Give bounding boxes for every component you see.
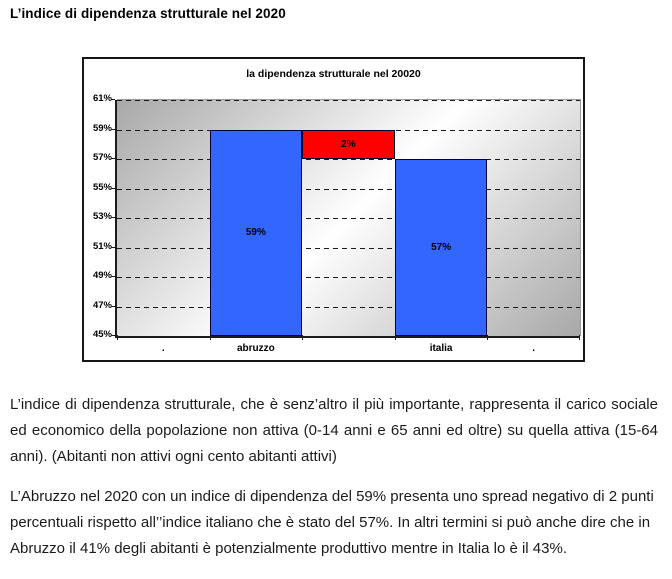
paragraph-analysis: L’Abruzzo nel 2020 con un indice di dipe… (10, 488, 654, 557)
x-axis-tick (302, 335, 304, 340)
bar-italia: 57% (394, 159, 488, 336)
y-axis-tick (111, 305, 115, 307)
y-axis-tick (111, 158, 115, 159)
gridline (117, 247, 580, 249)
x-axis-line (115, 336, 580, 338)
y-axis-tick (111, 335, 115, 336)
y-axis-tick-label: 49% (92, 270, 112, 281)
gridline (117, 188, 580, 190)
chart-canvas: la dipendenza strutturale nel 20020 59% 2… (84, 59, 583, 360)
y-axis-tick-label: 51% (92, 240, 112, 252)
y-axis-tick-label: 53% (92, 211, 112, 222)
x-axis-tick (579, 335, 580, 340)
x-axis-category-label: . (161, 343, 165, 354)
y-axis-tick (111, 246, 115, 248)
y-axis-tick (111, 99, 115, 100)
x-axis-category-label: . (532, 343, 536, 354)
bar-value-label: 57% (431, 242, 452, 253)
y-axis-tick-label: 57% (92, 152, 112, 163)
chart-figure: la dipendenza strutturale nel 20020 59% 2… (82, 57, 585, 362)
page-title: L’indice di dipendenza strutturale nel 2… (10, 6, 286, 21)
x-axis-tick (487, 335, 489, 340)
gridline (117, 277, 580, 278)
x-axis-tick (394, 335, 396, 340)
y-axis-tick-label: 61% (92, 93, 112, 104)
bar-abruzzo: 59% (209, 129, 303, 336)
gridline (117, 306, 580, 308)
y-axis-tick (111, 128, 115, 130)
x-axis-category-label: abruzzo (237, 343, 275, 354)
y-axis-tick (111, 187, 115, 189)
y-axis-tick-label: 45% (92, 329, 112, 340)
y-axis-line (115, 100, 117, 338)
bar-spread: 2% (302, 129, 395, 159)
x-axis-tick (209, 335, 211, 340)
document-body-text: L’indice di dipendenza strutturale, che … (10, 392, 658, 576)
y-axis-tick-label: 55% (92, 181, 112, 193)
y-axis-tick-label: 59% (92, 122, 112, 134)
y-axis-tick-label: 47% (92, 299, 112, 311)
plot-area: 59% 2% 57% (115, 99, 581, 338)
x-axis-category-label: italia (429, 343, 453, 354)
y-axis-tick (111, 276, 115, 277)
chart-title: la dipendenza strutturale nel 20020 (246, 68, 421, 80)
bar-value-label: 2% (341, 138, 356, 150)
gridline (117, 100, 580, 101)
y-axis-tick (111, 217, 115, 218)
gridline (117, 159, 580, 160)
gridline (117, 218, 580, 219)
paragraph-definition: L’indice di dipendenza strutturale, che … (10, 396, 658, 465)
x-axis-tick (117, 335, 118, 340)
bar-value-label: 59% (245, 227, 266, 239)
